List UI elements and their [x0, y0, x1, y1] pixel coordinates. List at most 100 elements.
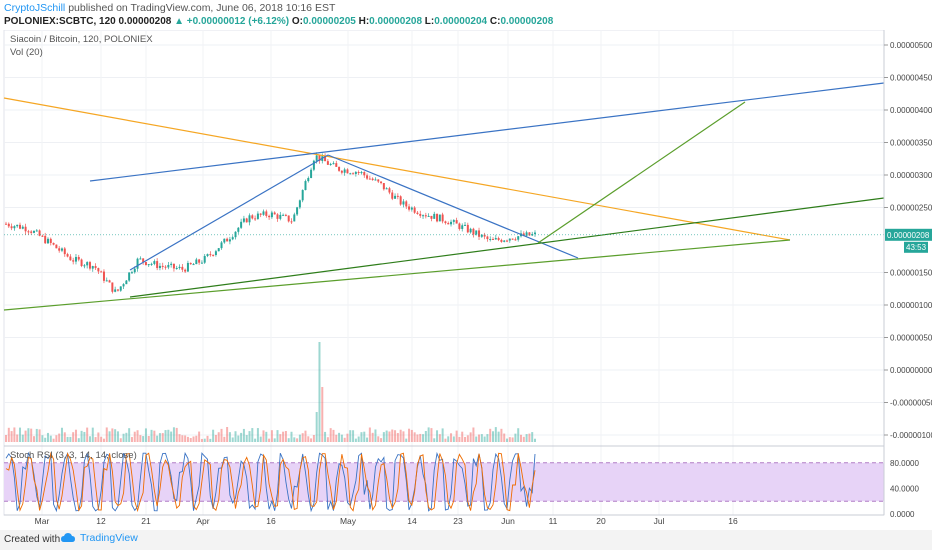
candle-body: [284, 214, 287, 216]
volume-bar: [357, 436, 360, 442]
price-chart[interactable]: 0.00000500 0.00000450 0.00000400 0.00000350…: [0, 30, 932, 530]
candle-body: [402, 201, 405, 205]
stoch-tick-label: 40.0000: [890, 484, 919, 493]
volume-bar: [147, 436, 150, 442]
open-label: O:: [291, 16, 303, 27]
candle-body: [184, 269, 187, 272]
candle-body: [195, 259, 198, 265]
volume-bar: [200, 438, 203, 442]
volume-bar: [441, 428, 444, 442]
candle-body: [265, 211, 268, 216]
candle-body: [424, 215, 427, 217]
volume-bar: [405, 438, 408, 442]
price-axis[interactable]: 0.00000500 0.00000450 0.00000400 0.00000350…: [883, 30, 932, 519]
countdown-label: 43:53: [906, 243, 927, 252]
stoch-d-line: [5, 452, 536, 513]
volume-bar: [119, 438, 122, 442]
candle-body: [349, 173, 352, 175]
volume-bar: [128, 428, 131, 442]
volume-bar: [489, 428, 492, 442]
price-tick-label: -0.00000100: [890, 431, 932, 440]
chart-header: CryptoJSchill published on TradingView.c…: [0, 0, 932, 30]
created-with-label: Created with: [4, 534, 61, 545]
volume-bar: [212, 429, 215, 442]
volume-bar: [245, 435, 248, 442]
high-value: 0.00000208: [369, 16, 423, 27]
volume-bar: [368, 427, 371, 442]
candle-body: [262, 211, 265, 215]
volume-bar: [273, 438, 276, 442]
volume-bar: [105, 427, 108, 442]
time-tick-label: Jun: [501, 516, 515, 526]
candle-body: [186, 262, 189, 272]
volume-bar: [433, 438, 436, 442]
candle-body: [332, 163, 335, 165]
volume-bar: [161, 433, 164, 442]
price-tick-label: 0.00000350: [890, 139, 932, 148]
volume-bar: [74, 429, 77, 442]
volume-bar: [500, 428, 503, 442]
price-tick-label: 0.00000150: [890, 269, 932, 278]
candle-body: [508, 238, 511, 241]
orange-resistance-line: [3, 97, 791, 241]
volume-bar: [427, 427, 430, 442]
volume-bar: [478, 434, 481, 442]
volume-bar: [86, 427, 89, 442]
volume-bar: [77, 438, 80, 442]
volume-bar: [497, 431, 500, 442]
candle-body: [444, 221, 447, 224]
time-axis[interactable]: Mar 12 21 Apr 16 May 14 23 Jun 11 20 Jul 16: [4, 514, 884, 526]
candle-body: [63, 248, 66, 255]
low-value: 0.00000204: [434, 16, 488, 27]
volume-bar: [114, 429, 117, 442]
candle-body: [388, 188, 391, 193]
volume-bar: [438, 434, 441, 442]
volume-bar: [388, 431, 391, 442]
volume-bar: [326, 437, 329, 442]
candle-body: [394, 195, 397, 199]
candle-body: [133, 268, 136, 273]
volume-bar: [16, 434, 19, 442]
candle-body: [24, 226, 27, 232]
candle-body: [158, 265, 161, 269]
author-link[interactable]: CryptoJSchill: [4, 2, 66, 14]
candle-body: [335, 163, 338, 167]
stoch-tick-label: 80.0000: [890, 459, 919, 468]
tradingview-brand[interactable]: TradingView: [60, 532, 138, 544]
blue-descending-line: [327, 154, 579, 259]
ohlc-line: POLONIEX:SCBTC, 120 0.00000208 ▲ +0.0000…: [4, 16, 553, 27]
candle-body: [91, 266, 94, 269]
volume-bar: [206, 435, 209, 442]
price-tick-label: 0.00000100: [890, 301, 932, 310]
volume-bar: [102, 438, 105, 442]
stoch-tick-label: 0.0000: [890, 510, 915, 519]
countdown-badge: [904, 241, 928, 253]
candle-body: [458, 223, 461, 229]
candle-body: [32, 230, 35, 233]
candle-body: [441, 214, 444, 222]
volume-bar: [486, 434, 489, 442]
candle-body: [150, 263, 153, 265]
volume-bar: [10, 431, 13, 442]
candle-body: [452, 220, 455, 222]
volume-bar: [480, 434, 483, 442]
volume-bar: [262, 430, 265, 442]
candle-body: [346, 169, 349, 174]
volume-bar: [360, 432, 363, 442]
candle-body: [111, 282, 114, 292]
volume-bar: [304, 430, 307, 442]
volume-bar: [349, 430, 352, 442]
price-change: ▲ +0.00000012 (+6.12%): [174, 16, 290, 27]
time-tick-label: Mar: [35, 516, 50, 526]
time-tick-label: 21: [141, 516, 151, 526]
candle-body: [175, 267, 178, 269]
candle-body: [455, 220, 458, 224]
volume-bar: [116, 431, 119, 442]
volume-bar: [259, 436, 262, 442]
volume-indicator-label: Vol (20): [10, 47, 43, 58]
candle-body: [248, 215, 251, 223]
candle-body: [21, 226, 24, 229]
volume-bar: [329, 428, 332, 442]
volume-bar: [156, 435, 159, 442]
candle-body: [360, 172, 363, 174]
